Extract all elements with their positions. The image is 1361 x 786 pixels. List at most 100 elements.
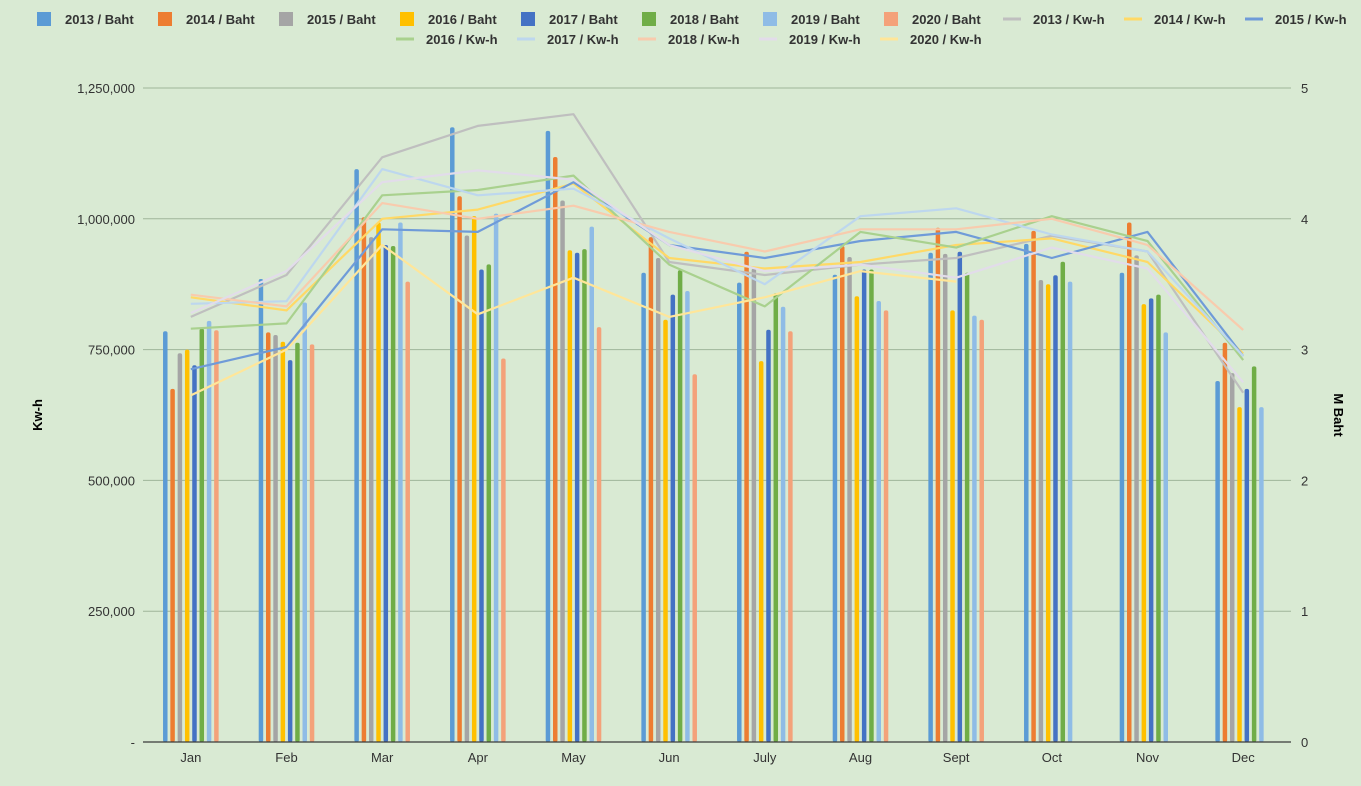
legend-label: 2014 / Baht [186, 12, 255, 27]
bar [273, 334, 278, 742]
x-tick-label: July [753, 750, 777, 765]
bar [1259, 407, 1264, 742]
bar [390, 246, 396, 742]
legend-label: 2015 / Kw-h [1275, 12, 1347, 27]
bar [788, 331, 793, 742]
legend-label: 2019 / Baht [791, 12, 860, 27]
x-tick-label: Jan [180, 750, 201, 765]
series-line [190, 181, 1245, 371]
bar-series [177, 200, 1235, 742]
legend-label: 2016 / Baht [428, 12, 497, 27]
series-line [190, 243, 957, 397]
bar [574, 252, 580, 743]
bar [486, 264, 492, 742]
bar-series [192, 244, 1250, 743]
legend-item: 2014 / Kw-h [1124, 12, 1226, 27]
bar [972, 315, 977, 742]
bar [1244, 388, 1250, 742]
legend-label: 2015 / Baht [307, 12, 376, 27]
bar [354, 169, 359, 742]
y-left-tick-label: 750,000 [88, 343, 135, 358]
bar [206, 320, 212, 742]
bar [192, 365, 197, 742]
legend-label: 2019 / Kw-h [789, 32, 861, 47]
bar [854, 296, 860, 742]
legend-item: 2020 / Kw-h [880, 32, 982, 47]
bar [928, 252, 933, 743]
bar [1222, 342, 1228, 742]
bar [950, 310, 955, 742]
legend-item: 2018 / Kw-h [638, 32, 740, 47]
bar [1067, 281, 1073, 742]
bar [471, 216, 477, 742]
y-left-tick-label: 250,000 [88, 604, 135, 619]
legend-item: 2015 / Baht [279, 12, 376, 27]
legend-label: 2018 / Kw-h [668, 32, 740, 47]
bar-series [170, 157, 1228, 743]
bar [641, 272, 646, 742]
x-tick-label: Jun [659, 750, 680, 765]
series-line [190, 202, 1244, 331]
legend-swatch [763, 12, 777, 26]
legend-item: 2017 / Baht [521, 12, 618, 27]
bar [589, 226, 594, 742]
y-right-tick-label: 1 [1301, 604, 1308, 619]
bar [280, 341, 286, 742]
bar [1163, 332, 1168, 742]
legend-label: 2016 / Kw-h [426, 32, 498, 47]
bar [861, 269, 867, 742]
y-right-tick-label: 5 [1301, 81, 1308, 96]
axes: - 250,000 500,000 750,000 1,000,000 1,250,000… [77, 81, 1308, 765]
legend-swatch [158, 12, 172, 26]
bar [1148, 298, 1154, 742]
y-left-tick-label: 1,250,000 [77, 81, 135, 96]
legend-swatch [400, 12, 414, 26]
bar-series-group [163, 127, 1264, 743]
bar [847, 256, 852, 742]
bar [398, 222, 403, 742]
legend-item: 2017 / Kw-h [517, 32, 619, 47]
bar [1156, 294, 1161, 742]
bar [1215, 380, 1220, 742]
bar [266, 332, 271, 742]
bar [582, 249, 587, 742]
x-tick-label: Dec [1232, 750, 1256, 765]
bar [1251, 366, 1257, 742]
bar [780, 306, 786, 742]
bar [163, 331, 168, 742]
legend-label: 2020 / Baht [912, 12, 981, 27]
bar [457, 196, 462, 743]
bar [957, 251, 963, 742]
bar [670, 294, 676, 742]
gridlines [143, 87, 1291, 612]
bar [869, 269, 874, 742]
bar [493, 213, 499, 742]
legend-label: 2013 / Kw-h [1033, 12, 1105, 27]
legend-item: 2013 / Baht [37, 12, 134, 27]
bar [258, 278, 264, 742]
series-line [190, 169, 1245, 384]
bar [942, 253, 948, 742]
bar-series [214, 281, 984, 742]
legend-swatch [642, 12, 656, 26]
bar [1127, 222, 1132, 742]
bar [567, 250, 573, 742]
bar [1060, 261, 1066, 742]
series-line [190, 168, 1245, 357]
legend-item: 2015 / Kw-h [1245, 12, 1347, 27]
legend: 2013 / Baht 2014 / Baht 2015 / Baht 2016 / … [37, 12, 1347, 47]
bar [758, 361, 764, 742]
bar [596, 327, 602, 742]
y-left-tick-label: 500,000 [88, 473, 135, 488]
x-tick-label: Feb [275, 750, 297, 765]
bar [184, 349, 190, 742]
bar [560, 200, 565, 742]
bar [876, 300, 881, 742]
bar [501, 358, 506, 742]
bar [1134, 255, 1139, 742]
line-series-group [190, 113, 1245, 397]
bar [840, 246, 845, 742]
y-right-tick-label: 2 [1301, 473, 1308, 488]
bar [677, 270, 683, 742]
bar [199, 328, 205, 742]
